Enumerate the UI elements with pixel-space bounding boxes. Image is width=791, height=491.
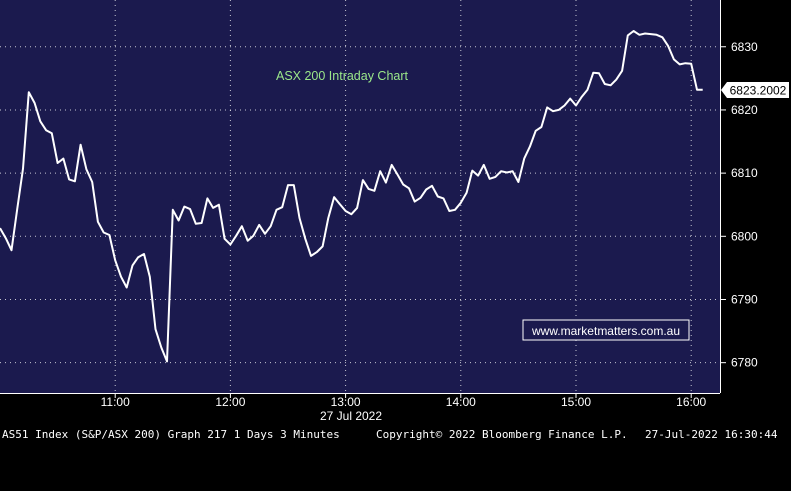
y-tick-label: 6810: [731, 166, 758, 180]
last-price-value: 6823.2002: [730, 84, 787, 98]
time-axis: [0, 393, 720, 427]
y-tick-label: 6790: [731, 292, 758, 306]
footer-security: AS51 Index (S&P/ASX 200) Graph 217 1 Day…: [2, 428, 340, 441]
x-tick-label: 11:00: [101, 395, 130, 409]
x-tick-label: 13:00: [331, 395, 361, 409]
y-tick-label: 6780: [731, 356, 758, 370]
y-tick-label: 6820: [731, 103, 758, 117]
last-price-tag: 6823.2002: [721, 82, 789, 98]
bloomberg-footer: AS51 Index (S&P/ASX 200) Graph 217 1 Day…: [0, 427, 791, 443]
footer-timestamp: 27-Jul-2022 16:30:44: [645, 428, 778, 441]
x-tick-label: 14:00: [446, 395, 476, 409]
y-tick-label: 6830: [731, 40, 758, 54]
price-series: [0, 30, 703, 363]
price-axis: [720, 0, 791, 393]
chart-labels: ASX 200 Intraday Chart 27 Jul 2022 6780 6…: [101, 40, 758, 423]
date-label: 27 Jul 2022: [320, 409, 382, 423]
asx200-price-line: [0, 30, 703, 363]
website-watermark[interactable]: www.marketmatters.com.au: [522, 319, 690, 341]
x-tick-label: 15:00: [561, 395, 591, 409]
x-tick-label: 16:00: [676, 395, 706, 409]
footer-copyright: Copyright© 2022 Bloomberg Finance L.P.: [376, 428, 628, 441]
chart-title: ASX 200 Intraday Chart: [276, 69, 409, 83]
intraday-line-chart: ASX 200 Intraday Chart 27 Jul 2022 6780 6…: [0, 0, 789, 423]
website-link[interactable]: www.marketmatters.com.au: [531, 324, 680, 338]
x-tick-label: 12:00: [215, 395, 245, 409]
y-tick-label: 6800: [731, 229, 758, 243]
